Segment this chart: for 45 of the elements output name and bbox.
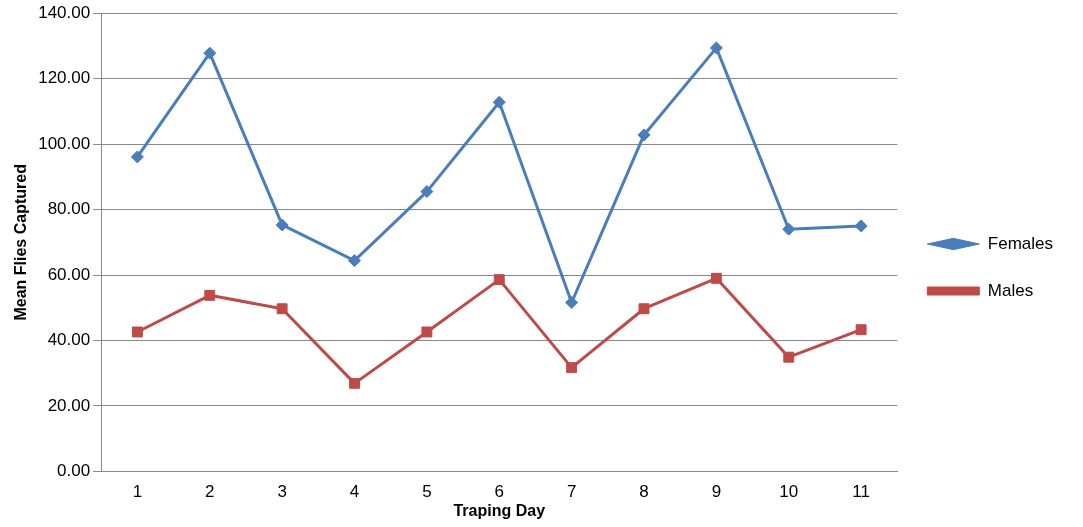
legend-label: Males [987,280,1034,300]
x-tick-label: 10 [779,482,799,502]
point [204,289,216,301]
point [493,274,505,286]
x-axis-title: Traping Day [453,501,546,519]
y-axis-title: Mean Flies Captured [12,164,30,321]
point [349,377,360,389]
point [421,326,433,338]
x-tick-label: 1 [132,482,143,502]
point [710,272,722,284]
x-tick-label: 4 [349,482,360,502]
x-tick-label: 8 [639,482,649,502]
x-tick-label: 5 [422,482,432,502]
y-tick-label: 100.00 [38,133,91,153]
y-tick-label: 40.00 [47,330,91,350]
legend-label: Females [987,233,1053,253]
point [275,218,289,232]
y-tick-label: 120.00 [38,68,91,88]
y-tick-label: 140.00 [38,2,91,22]
point [203,46,217,60]
point [130,150,144,164]
point [783,351,795,363]
x-tick-label: 9 [711,482,722,502]
point [348,254,362,268]
point [131,326,143,338]
x-tick-label: 6 [494,482,504,502]
x-tick-label: 3 [277,482,287,502]
x-tick-label: 11 [852,482,870,502]
point [709,41,723,55]
y-tick-label: 60.00 [47,264,91,284]
point [855,324,867,336]
y-tick-label: 80.00 [47,199,91,219]
y-tick-label: 0.00 [57,461,91,481]
point [782,222,796,236]
point [492,95,506,109]
x-tick-label: 2 [205,482,215,502]
point [565,296,579,310]
point [420,185,434,199]
point [638,303,650,315]
y-tick-label: 20.00 [47,395,91,415]
point [276,303,288,315]
point [637,128,651,142]
x-tick-label: 7 [566,482,577,502]
point [566,362,578,374]
point [854,219,868,233]
